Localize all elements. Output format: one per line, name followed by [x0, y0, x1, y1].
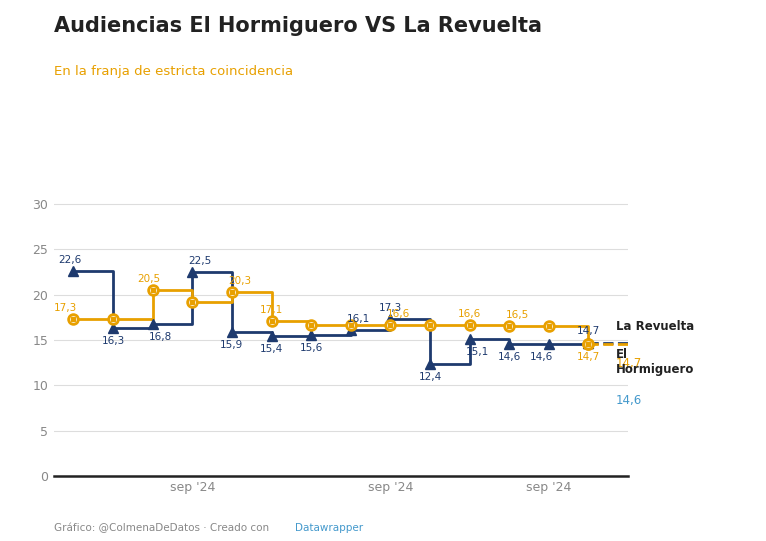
Text: 17,3: 17,3 — [54, 303, 77, 313]
Text: 14,6: 14,6 — [498, 352, 521, 362]
Text: El
Hormiguero: El Hormiguero — [616, 348, 694, 376]
Text: 20,3: 20,3 — [228, 275, 251, 286]
Text: 14,6: 14,6 — [529, 352, 552, 362]
Text: En la franja de estricta coincidencia: En la franja de estricta coincidencia — [54, 65, 293, 78]
Text: 14,7: 14,7 — [616, 357, 642, 370]
Text: 16,8: 16,8 — [149, 332, 172, 342]
Text: 16,6: 16,6 — [387, 309, 410, 319]
Text: Gráfico: @ColmenaDeDatos · Creado con: Gráfico: @ColmenaDeDatos · Creado con — [54, 523, 272, 533]
Text: 22,6: 22,6 — [58, 255, 81, 265]
Text: 15,6: 15,6 — [300, 342, 322, 353]
Text: 16,1: 16,1 — [347, 314, 370, 324]
Text: 20,5: 20,5 — [137, 274, 160, 283]
Text: 22,5: 22,5 — [188, 255, 212, 266]
Text: 17,1: 17,1 — [260, 305, 283, 314]
Text: 14,7: 14,7 — [577, 352, 600, 362]
Text: 16,6: 16,6 — [458, 309, 481, 319]
Text: 16,5: 16,5 — [506, 310, 529, 320]
Text: 12,4: 12,4 — [418, 372, 442, 382]
Text: 16,3: 16,3 — [101, 337, 125, 346]
Text: Datawrapper: Datawrapper — [295, 523, 363, 533]
Text: 14,7: 14,7 — [577, 326, 600, 337]
Text: 15,9: 15,9 — [221, 340, 244, 350]
Text: Audiencias El Hormiguero VS La Revuelta: Audiencias El Hormiguero VS La Revuelta — [54, 16, 542, 36]
Text: La Revuelta: La Revuelta — [616, 320, 694, 333]
Text: 14,6: 14,6 — [616, 394, 642, 407]
Text: 15,4: 15,4 — [260, 345, 283, 354]
Text: 17,3: 17,3 — [378, 303, 402, 313]
Text: 15,1: 15,1 — [466, 347, 489, 357]
